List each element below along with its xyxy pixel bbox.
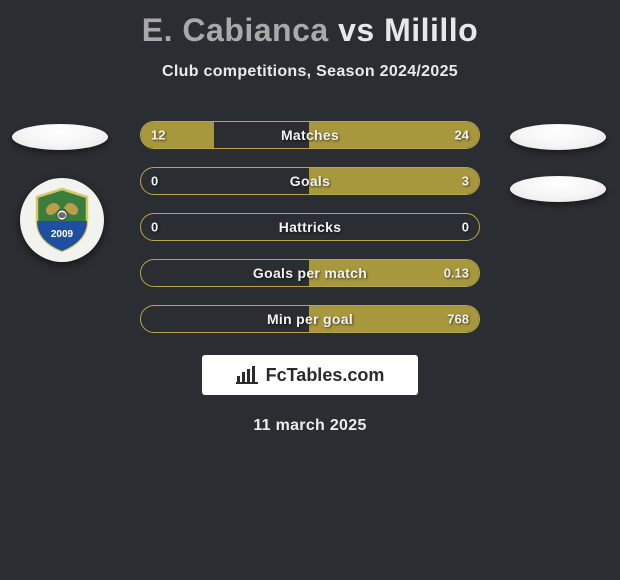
bar-value-right: 768 — [447, 312, 469, 327]
branding-badge: FcTables.com — [202, 355, 418, 395]
comparison-chart: Matches 12 24 Goals 0 3 Hattricks 0 0 Goals per m… — [0, 121, 620, 435]
bar-row: Goals per match 0.13 — [140, 259, 480, 287]
bar-label: Goals per match — [253, 265, 367, 281]
bar-row: Matches 12 24 — [140, 121, 480, 149]
subtitle: Club competitions, Season 2024/2025 — [0, 63, 620, 81]
bar-value-right: 0 — [462, 220, 469, 235]
bar-label: Matches — [281, 127, 339, 143]
page-title: E. Cabianca vs Milillo — [0, 0, 620, 49]
bar-label: Hattricks — [279, 219, 342, 235]
player1-name: E. Cabianca — [142, 12, 329, 48]
bar-chart-icon — [236, 366, 258, 384]
bar-fill-right — [309, 168, 479, 194]
bar-label: Goals — [290, 173, 330, 189]
bar-value-left: 0 — [151, 220, 158, 235]
date-text: 11 march 2025 — [0, 417, 620, 435]
player2-name: Milillo — [384, 12, 478, 48]
branding-text: FcTables.com — [266, 365, 385, 386]
bar-value-left: 0 — [151, 174, 158, 189]
bar-value-right: 3 — [462, 174, 469, 189]
bar-value-right: 24 — [455, 128, 469, 143]
vs-text: vs — [338, 12, 375, 48]
bars-container: Matches 12 24 Goals 0 3 Hattricks 0 0 Goals per m… — [140, 121, 480, 333]
bar-row: Goals 0 3 — [140, 167, 480, 195]
bar-value-left: 12 — [151, 128, 165, 143]
bar-label: Min per goal — [267, 311, 353, 327]
bar-value-right: 0.13 — [444, 266, 469, 281]
bar-row: Min per goal 768 — [140, 305, 480, 333]
bar-row: Hattricks 0 0 — [140, 213, 480, 241]
